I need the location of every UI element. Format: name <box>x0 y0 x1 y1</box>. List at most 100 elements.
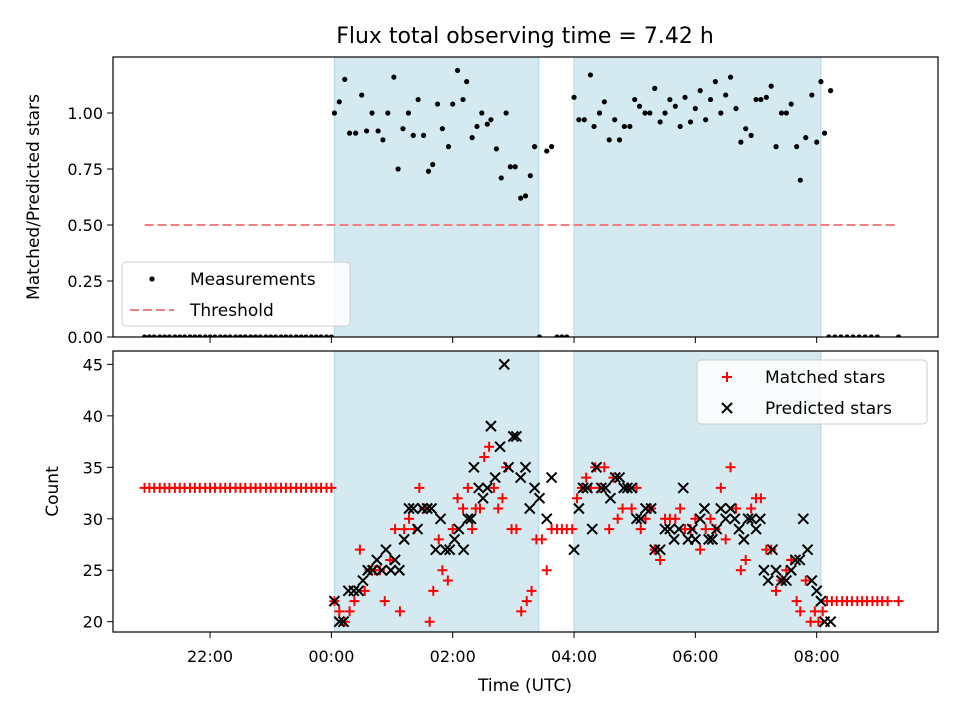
data-point <box>753 96 759 103</box>
data-point <box>157 334 163 337</box>
data-point <box>826 334 832 337</box>
data-point <box>844 334 850 337</box>
data-point <box>655 554 666 565</box>
data-point <box>519 461 532 474</box>
panel-top: 0.00 0.25 0.50 0.75 1.00 Matched/Predicted st… <box>24 56 939 347</box>
x-axis-label: Time (UTC) <box>477 676 572 696</box>
data-point <box>617 503 628 514</box>
data-point <box>390 524 401 535</box>
data-point <box>354 544 365 555</box>
data-point <box>783 110 789 116</box>
data-point <box>659 523 671 535</box>
data-point <box>507 164 513 170</box>
data-point <box>433 534 444 545</box>
data-point <box>882 596 893 607</box>
x-tick-label: 00:00 <box>308 647 354 666</box>
data-point <box>303 334 309 337</box>
data-point <box>568 543 580 556</box>
data-point <box>590 461 603 474</box>
data-point <box>770 564 782 576</box>
data-point <box>288 334 294 337</box>
data-point <box>698 502 711 515</box>
data-point <box>407 502 419 515</box>
data-point <box>371 554 383 566</box>
data-point <box>181 334 188 337</box>
data-point <box>278 334 284 337</box>
data-point <box>710 523 723 535</box>
data-point <box>389 554 401 566</box>
data-point <box>313 334 319 337</box>
data-point <box>581 117 587 123</box>
data-point <box>434 101 441 107</box>
data-point <box>443 543 456 556</box>
data-point <box>391 74 397 80</box>
data-point <box>497 493 508 504</box>
data-point <box>781 565 792 576</box>
data-point <box>237 334 243 337</box>
data-point <box>587 72 594 78</box>
data-point <box>687 119 694 125</box>
data-point <box>748 132 754 138</box>
legend: Measurements Threshold <box>121 261 351 327</box>
data-point <box>468 461 480 474</box>
data-point <box>488 482 499 493</box>
data-point <box>824 615 837 628</box>
data-point <box>705 513 716 524</box>
data-point <box>202 334 208 337</box>
x-tick-label: 04:00 <box>551 647 597 666</box>
data-point <box>457 543 470 556</box>
legend-marker <box>149 276 155 282</box>
data-point <box>454 67 461 74</box>
data-point <box>695 544 706 555</box>
data-point <box>599 482 612 494</box>
chart-title: Flux total observing time = 7.42 h <box>336 24 714 49</box>
data-point <box>473 482 485 494</box>
data-point <box>502 461 515 474</box>
data-point <box>493 146 499 152</box>
data-point <box>328 334 334 337</box>
data-point <box>715 482 726 493</box>
data-point <box>631 482 642 493</box>
data-point <box>632 96 638 103</box>
data-point <box>591 123 597 130</box>
legend: Matched stars Predicted stars <box>696 359 928 425</box>
y-tick-label: 0.25 <box>67 272 103 291</box>
data-point <box>197 334 203 337</box>
data-point <box>526 585 537 596</box>
data-point <box>797 177 803 183</box>
data-point <box>771 585 782 596</box>
x-tick-label: 22:00 <box>187 647 233 666</box>
data-point <box>738 533 750 546</box>
data-point <box>475 503 486 514</box>
data-point <box>672 103 678 109</box>
data-point <box>571 94 577 100</box>
data-point <box>503 110 509 116</box>
shaded-interval <box>333 56 540 338</box>
data-point <box>415 96 421 103</box>
legend-marker <box>721 402 733 414</box>
legend-label: Matched stars <box>765 368 885 388</box>
data-point <box>762 574 774 587</box>
data-point <box>735 565 746 576</box>
data-point <box>366 564 379 576</box>
data-point <box>541 513 553 525</box>
plot-area <box>139 358 904 628</box>
data-point <box>207 334 213 337</box>
data-point <box>645 502 657 515</box>
data-point <box>403 502 415 515</box>
data-point <box>411 523 424 535</box>
data-point <box>442 575 453 586</box>
data-point <box>743 126 749 132</box>
data-point <box>685 524 696 535</box>
data-point <box>453 523 465 535</box>
data-point <box>479 110 485 116</box>
data-point <box>212 334 218 337</box>
data-point <box>670 513 681 524</box>
shaded-interval <box>573 56 822 338</box>
data-point <box>719 513 732 525</box>
panel-bottom: 20 25 30 35 40 45 22:00 00:00 02:00 04:00 06:00 08:… <box>43 350 939 666</box>
data-point <box>458 503 469 514</box>
shaded-interval <box>333 350 540 633</box>
data-point <box>828 88 834 94</box>
data-point <box>308 334 314 337</box>
